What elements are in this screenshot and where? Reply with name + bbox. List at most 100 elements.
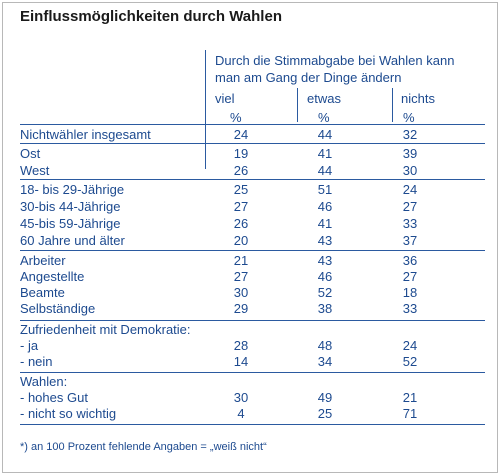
column-divider — [392, 88, 393, 122]
value-viel: 27 — [233, 269, 249, 284]
table-row: West 26 44 30 — [20, 163, 485, 180]
value-viel: 20 — [233, 233, 249, 248]
table-row: 45-bis 59-Jährige 26 41 33 — [20, 216, 485, 233]
value-viel: 30 — [233, 285, 249, 300]
value-etwas: 43 — [317, 253, 333, 268]
row-label: - nicht so wichtig — [20, 406, 117, 421]
value-viel: 25 — [233, 182, 249, 197]
value-etwas: 52 — [317, 285, 333, 300]
value-viel: 29 — [233, 301, 249, 316]
value-etwas: 51 — [317, 182, 333, 197]
row-label: Angestellte — [20, 269, 85, 284]
unit-label: % — [403, 110, 415, 125]
separator-line — [20, 320, 485, 321]
row-label: Wahlen: — [20, 374, 68, 389]
table-row: Arbeiter 21 43 36 — [20, 253, 485, 270]
table-row: - nicht so wichtig 4 25 71 — [20, 406, 485, 423]
value-nichts: 33 — [402, 216, 418, 231]
row-label: 60 Jahre und älter — [20, 233, 125, 248]
header-line-2: man am Gang der Dinge ändern — [215, 70, 402, 85]
table-row: Beamte 30 52 18 — [20, 285, 485, 302]
column-header-etwas: etwas — [307, 91, 341, 106]
row-label: Ost — [20, 146, 41, 161]
row-label: 45-bis 59-Jährige — [20, 216, 121, 231]
table-row: Ost 19 41 39 — [20, 146, 485, 163]
value-etwas: 46 — [317, 199, 333, 214]
value-viel: 4 — [237, 406, 245, 421]
separator-line — [20, 372, 485, 373]
value-viel: 26 — [233, 163, 249, 178]
value-etwas: 34 — [317, 354, 333, 369]
separator-line — [20, 143, 485, 144]
value-nichts: 21 — [402, 390, 418, 405]
value-etwas: 49 — [317, 390, 333, 405]
value-nichts: 24 — [402, 338, 418, 353]
value-viel: 28 — [233, 338, 249, 353]
row-label: - nein — [20, 354, 53, 369]
table-row: 30-bis 44-Jährige 27 46 27 — [20, 199, 485, 216]
row-label: - ja — [20, 338, 39, 353]
column-divider — [297, 88, 298, 122]
value-viel: 26 — [233, 216, 249, 231]
value-viel: 30 — [233, 390, 249, 405]
value-nichts: 37 — [402, 233, 418, 248]
column-header-viel: viel — [215, 91, 235, 106]
table-row: - nein 14 34 52 — [20, 354, 485, 371]
value-viel: 27 — [233, 199, 249, 214]
value-etwas: 48 — [317, 338, 333, 353]
value-etwas: 41 — [317, 146, 333, 161]
value-nichts: 71 — [402, 406, 418, 421]
table-row: Nichtwähler insgesamt 24 44 32 — [20, 127, 485, 144]
page-title: Einflussmöglichkeiten durch Wahlen — [20, 8, 282, 25]
value-nichts: 24 — [402, 182, 418, 197]
value-etwas: 43 — [317, 233, 333, 248]
value-nichts: 52 — [402, 354, 418, 369]
row-label: Beamte — [20, 285, 65, 300]
value-nichts: 36 — [402, 253, 418, 268]
table-row: 18- bis 29-Jährige 25 51 24 — [20, 182, 485, 199]
separator-line — [20, 250, 485, 251]
value-viel: 21 — [233, 253, 249, 268]
separator-line — [20, 424, 485, 425]
value-nichts: 18 — [402, 285, 418, 300]
separator-line — [20, 179, 485, 180]
row-label: 30-bis 44-Jährige — [20, 199, 121, 214]
value-etwas: 41 — [317, 216, 333, 231]
row-label: 18- bis 29-Jährige — [20, 182, 125, 197]
value-etwas: 44 — [317, 163, 333, 178]
value-nichts: 33 — [402, 301, 418, 316]
footnote: *) an 100 Prozent fehlende Angaben = „we… — [20, 441, 267, 453]
unit-label: % — [318, 110, 330, 125]
table-row: - hohes Gut 30 49 21 — [20, 390, 485, 407]
value-viel: 24 — [233, 127, 249, 142]
value-nichts: 39 — [402, 146, 418, 161]
row-label: West — [20, 163, 50, 178]
row-label: Nichtwähler insgesamt — [20, 127, 151, 142]
value-nichts: 27 — [402, 199, 418, 214]
value-etwas: 38 — [317, 301, 333, 316]
header-line-1: Durch die Stimmabgabe bei Wahlen kann — [215, 53, 455, 68]
table-row: - ja 28 48 24 — [20, 338, 485, 355]
value-nichts: 27 — [402, 269, 418, 284]
row-label: - hohes Gut — [20, 390, 88, 405]
value-etwas: 44 — [317, 127, 333, 142]
group-heading: Zufriedenheit mit Demokratie: — [20, 322, 485, 339]
row-label: Zufriedenheit mit Demokratie: — [20, 322, 191, 337]
separator-line — [20, 124, 485, 125]
value-etwas: 46 — [317, 269, 333, 284]
value-viel: 14 — [233, 354, 249, 369]
column-divider — [205, 50, 206, 169]
value-viel: 19 — [233, 146, 249, 161]
group-heading: Wahlen: — [20, 374, 485, 391]
unit-label: % — [230, 110, 242, 125]
row-label: Selbständige — [20, 301, 96, 316]
value-nichts: 30 — [402, 163, 418, 178]
table-row: 60 Jahre und älter 20 43 37 — [20, 233, 485, 250]
table-row: Angestellte 27 46 27 — [20, 269, 485, 286]
value-etwas: 25 — [317, 406, 333, 421]
table-row: Selbständige 29 38 33 — [20, 301, 485, 318]
value-nichts: 32 — [402, 127, 418, 142]
column-header-nichts: nichts — [401, 91, 435, 106]
row-label: Arbeiter — [20, 253, 66, 268]
